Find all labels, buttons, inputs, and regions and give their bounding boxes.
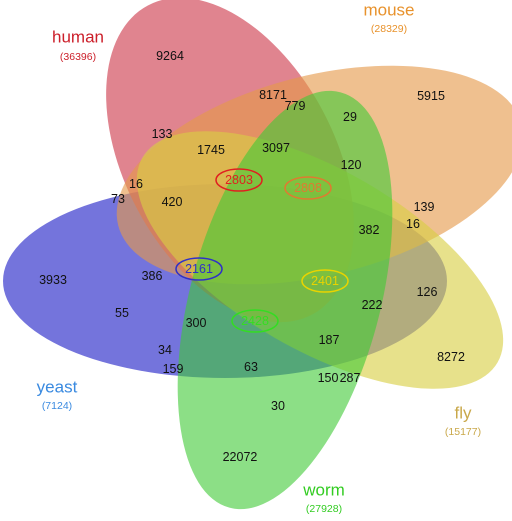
highlight-count: 2803 bbox=[225, 173, 253, 187]
region-count: 3933 bbox=[39, 273, 67, 287]
region-count: 139 bbox=[414, 200, 435, 214]
fly-set-label: fly bbox=[455, 404, 473, 423]
region-count: 3097 bbox=[262, 141, 290, 155]
region-count: 420 bbox=[162, 195, 183, 209]
region-count: 126 bbox=[417, 285, 438, 299]
mouse-set-total: (28329) bbox=[371, 23, 407, 35]
highlight-oval bbox=[231, 309, 279, 333]
region-count: 222 bbox=[362, 298, 383, 312]
region-count: 16 bbox=[129, 177, 143, 191]
region-count: 9264 bbox=[156, 49, 184, 63]
region-count: 187 bbox=[319, 333, 340, 347]
region-count: 133 bbox=[152, 127, 173, 141]
region-count: 287 bbox=[340, 371, 361, 385]
region-count: 34 bbox=[158, 343, 172, 357]
yeast-set-total: (7124) bbox=[42, 400, 72, 412]
region-count: 159 bbox=[163, 362, 184, 376]
worm-set-label: worm bbox=[302, 481, 345, 500]
region-count: 5915 bbox=[417, 89, 445, 103]
highlight-oval bbox=[215, 168, 263, 192]
region-count: 8272 bbox=[437, 350, 465, 364]
region-count: 779 bbox=[285, 99, 306, 113]
region-count: 55 bbox=[115, 306, 129, 320]
region-count: 120 bbox=[341, 158, 362, 172]
region-count: 16 bbox=[406, 217, 420, 231]
mouse-set-label: mouse bbox=[363, 1, 414, 20]
worm-set-total: (27928) bbox=[306, 503, 342, 515]
region-count: 386 bbox=[142, 269, 163, 283]
human-set-label: human bbox=[52, 28, 104, 47]
highlight-oval bbox=[301, 269, 349, 293]
highlight-oval bbox=[284, 176, 332, 200]
region-count: 30 bbox=[271, 399, 285, 413]
region-count: 300 bbox=[186, 316, 207, 330]
region-count: 29 bbox=[343, 110, 357, 124]
highlight-count: 2808 bbox=[294, 181, 322, 195]
region-count: 8171 bbox=[259, 88, 287, 102]
worm-ellipse bbox=[177, 90, 393, 510]
yeast-set-label: yeast bbox=[37, 378, 78, 397]
fly-set-total: (15177) bbox=[445, 426, 481, 438]
region-count: 1745 bbox=[197, 143, 225, 157]
highlight-count: 2161 bbox=[185, 262, 213, 276]
highlight-count: 2401 bbox=[311, 274, 339, 288]
highlight-count: 2428 bbox=[241, 314, 269, 328]
region-count: 63 bbox=[244, 360, 258, 374]
region-count: 150 bbox=[318, 371, 339, 385]
highlight-oval bbox=[175, 257, 223, 281]
region-count: 382 bbox=[359, 223, 380, 237]
region-count: 22072 bbox=[223, 450, 258, 464]
region-count: 73 bbox=[111, 192, 125, 206]
human-set-total: (36396) bbox=[60, 51, 96, 63]
